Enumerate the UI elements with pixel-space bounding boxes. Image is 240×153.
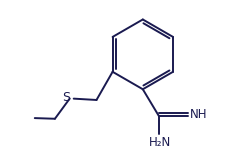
Text: S: S (62, 91, 70, 104)
Text: H₂N: H₂N (149, 136, 171, 149)
Text: NH: NH (190, 108, 207, 121)
